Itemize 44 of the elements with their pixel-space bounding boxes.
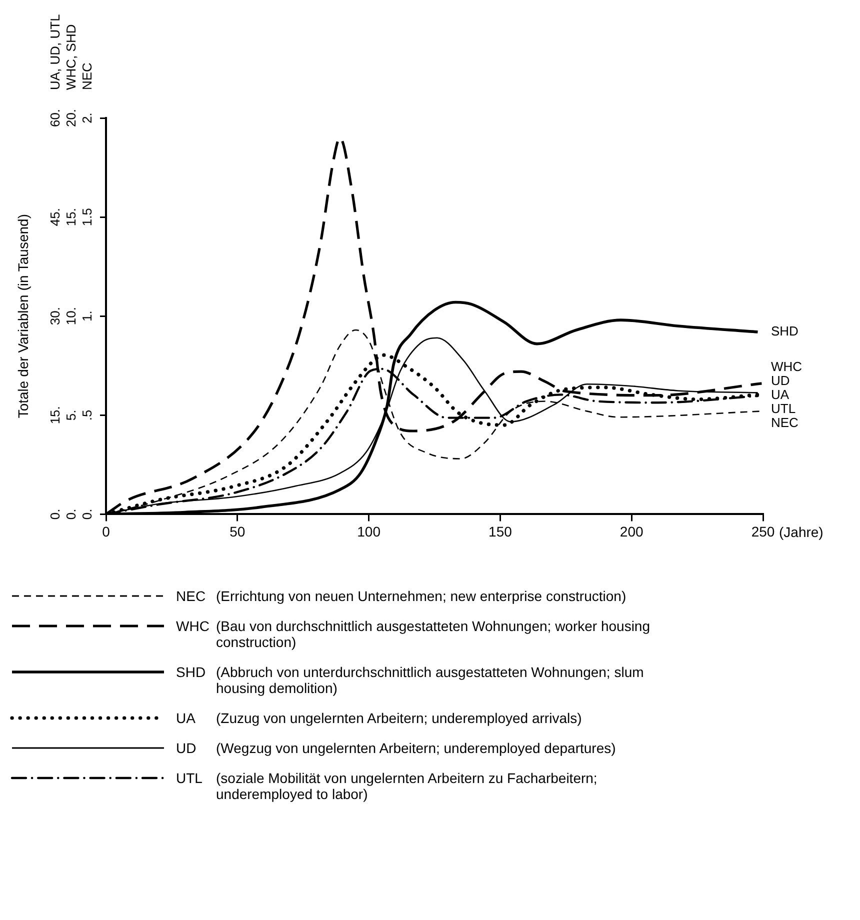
text: (Bau von durchschnittlich ausgestatteten Wohnungen; worker housing construction) xyxy=(216,618,652,650)
y3-tick-label: .5 xyxy=(80,410,95,421)
text: UTL xyxy=(176,770,202,786)
y2-tick-label: 15. xyxy=(64,208,79,226)
y2-tick-label: 20. xyxy=(64,108,79,128)
y3-tick-label: 1.5 xyxy=(80,208,95,226)
text: (soziale Mobilität von ungelernten Arbeitern zu Facharbeitern; underemployed to labor) xyxy=(216,770,598,802)
text: (Wegzug von ungelernten Arbeitern; underemployed departures) xyxy=(216,740,616,756)
series-label: UD xyxy=(771,373,790,388)
x-tick-label: 0 xyxy=(102,523,110,540)
text: UA xyxy=(176,710,196,726)
x-tick-label: 50 xyxy=(230,523,246,540)
text: (Abbruch von unterdurchschnittlich ausgestatteten Wohnungen; slum housing demolition) xyxy=(216,664,645,696)
y-tick-label: 15. xyxy=(48,406,63,424)
x-tick-label: 250 xyxy=(751,523,775,540)
y-tick-label: 60. xyxy=(48,108,63,128)
text: UD xyxy=(176,740,196,756)
y2-tick-label: 0. xyxy=(64,508,79,520)
y2-tick-label: 10. xyxy=(64,307,79,326)
text: (Errichtung von neuen Unternehmen; new enterprise construction) xyxy=(216,588,626,604)
y3-tick-label: 1. xyxy=(80,310,95,322)
x-tick-label: 100 xyxy=(357,523,381,540)
text: NEC xyxy=(176,588,206,604)
y-tick-label: 45. xyxy=(48,208,63,226)
text: WHC, SHD xyxy=(64,24,79,90)
y2-tick-label: 5. xyxy=(64,410,79,421)
y-tick-label: 0. xyxy=(48,508,63,520)
series-label: UA xyxy=(771,387,790,402)
text: NEC xyxy=(80,62,95,90)
text: (Zuzug von ungelernten Arbeitern; underemployed arrivals) xyxy=(216,710,582,726)
x-tick-label: 200 xyxy=(620,523,644,540)
series-label: UTL xyxy=(771,401,796,416)
text: WHC xyxy=(176,618,210,634)
series-label: SHD xyxy=(771,324,798,339)
text: SHD xyxy=(176,664,206,680)
series-label: WHC xyxy=(771,359,802,374)
x-tick-label: 150 xyxy=(488,523,512,540)
y-tick-label: 30. xyxy=(48,307,63,326)
y3-tick-label: 2. xyxy=(80,112,95,124)
x-axis-title: (Jahre) xyxy=(779,524,824,540)
y3-tick-label: 0. xyxy=(80,508,95,520)
text: UA, UD, UTL xyxy=(48,14,63,90)
y-axis-title: Totale der Variablen (in Tausend) xyxy=(14,214,31,418)
series-label: NEC xyxy=(771,415,798,430)
